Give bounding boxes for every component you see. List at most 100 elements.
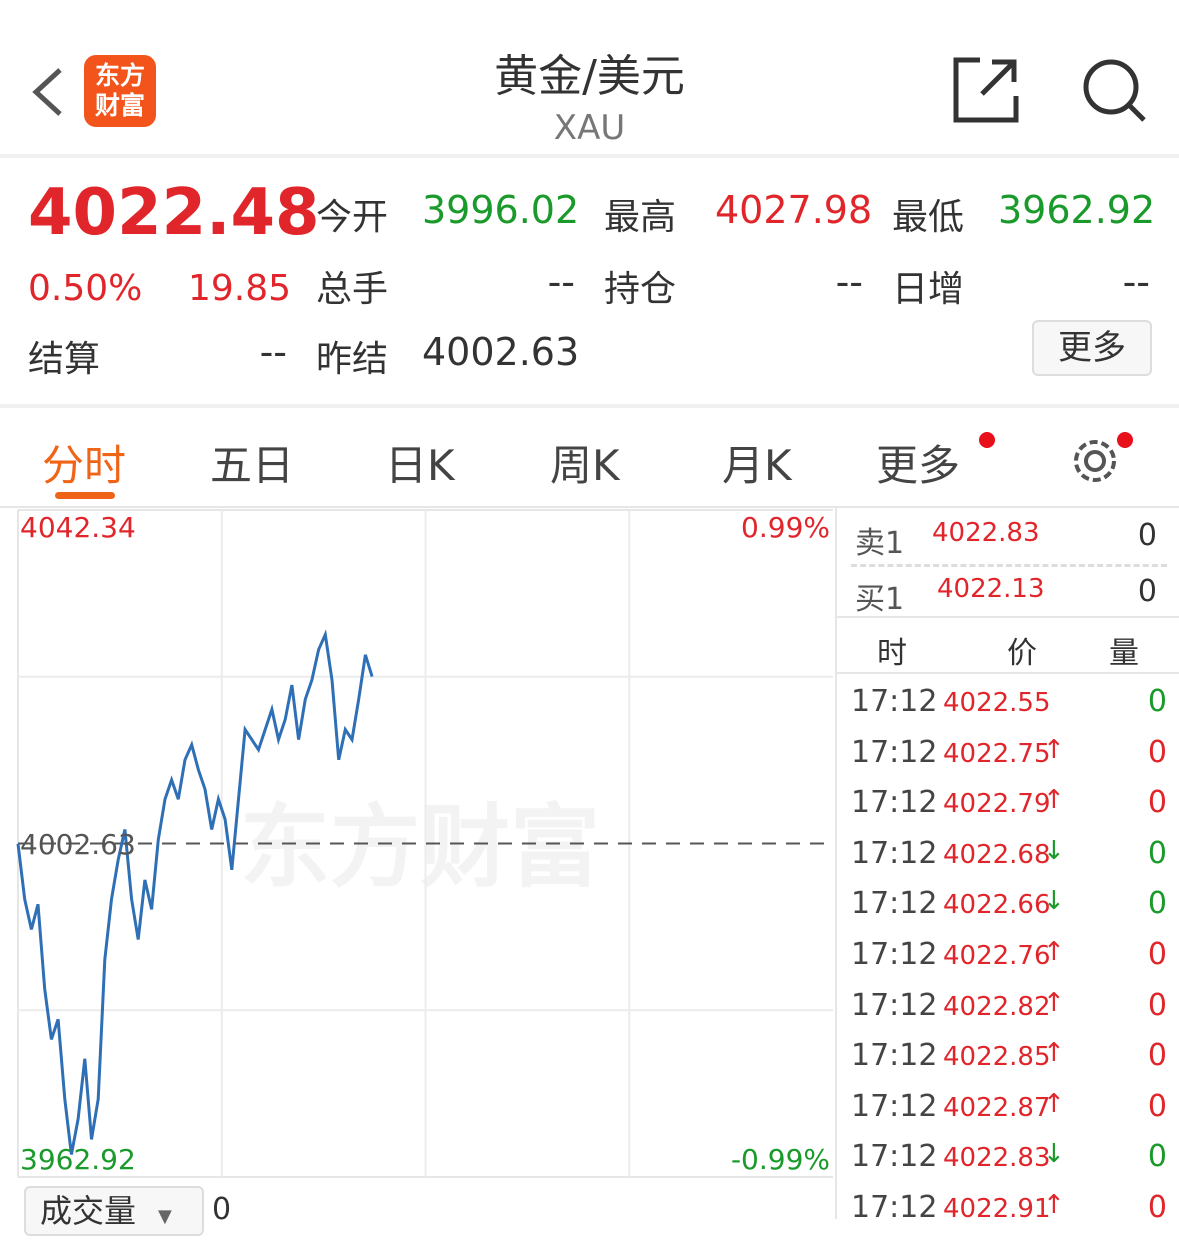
active-tab-indicator [55, 492, 115, 499]
arrow-up-icon: ↑ [1043, 937, 1065, 967]
tab-month-k[interactable]: 月K [722, 441, 792, 490]
tab-five-day[interactable]: 五日 [210, 441, 295, 490]
field-label: 昨结 [316, 339, 389, 380]
field-value: -- [1122, 260, 1150, 304]
tick-row: 17:12 4022.76 ↑ 0 [837, 933, 1179, 983]
dropdown-icon: ▼ [158, 1206, 172, 1227]
change-value: 19.85 [188, 268, 292, 309]
settings-icon[interactable] [1068, 434, 1122, 488]
sell1-price: 4022.83 [932, 518, 1040, 548]
more-button[interactable]: 更多 [1032, 320, 1152, 376]
tick-price: 4022.82 [943, 991, 1051, 1022]
back-icon[interactable] [30, 66, 66, 118]
field-value: 4027.98 [715, 188, 873, 232]
sell1-label: 卖1 [855, 526, 905, 561]
tab-more[interactable]: 更多 [876, 441, 961, 490]
field-label: 结算 [28, 339, 101, 380]
tick-price: 4022.75 [943, 738, 1051, 769]
tick-time: 17:12 [851, 785, 938, 821]
tick-price: 4022.83 [943, 1143, 1051, 1174]
arrow-up-icon: ↑ [1043, 1190, 1065, 1220]
order-panel: 卖1 4022.83 0 买1 4022.13 0 时 价 量 17:12 40… [835, 508, 1179, 1225]
search-icon[interactable] [1082, 58, 1148, 124]
intraday-chart: 东方财富 4042.34 4002.63 3962.92 0.99% -0.99… [16, 509, 833, 1178]
tab-week-k[interactable]: 周K [550, 441, 620, 490]
tick-qty: 0 [1147, 1190, 1167, 1225]
tick-qty: 0 [1147, 1139, 1167, 1175]
buy1-qty: 0 [1137, 574, 1157, 609]
volume-value: 0 [212, 1192, 232, 1227]
tick-qty: 0 [1147, 734, 1167, 770]
arrow-up-icon: ↑ [1043, 785, 1065, 816]
tick-price: 4022.91 [943, 1194, 1051, 1224]
field-value: -- [835, 260, 863, 304]
logo: 东方财富 [84, 55, 156, 127]
field-value: 3996.02 [422, 188, 580, 232]
tick-qty: 0 [1147, 886, 1167, 922]
tick-row: 17:12 4022.82 ↑ 0 [837, 984, 1179, 1034]
volume-selector[interactable]: 成交量 ▼ [24, 1186, 204, 1236]
tick-qty: 0 [1147, 835, 1167, 871]
change-pct: 0.50% [28, 268, 143, 309]
share-icon[interactable] [952, 56, 1022, 124]
buy1-label: 买1 [855, 582, 905, 617]
tick-row: 17:12 4022.66 ↓ 0 [837, 882, 1179, 932]
col-price: 价 [1007, 636, 1037, 671]
tick-time: 17:12 [851, 1038, 938, 1074]
tick-time: 17:12 [851, 734, 938, 770]
arrow-up-icon: ↑ [1043, 1038, 1065, 1069]
divider [851, 564, 1167, 567]
field-value: 4002.63 [422, 330, 580, 374]
tick-price: 4022.66 [943, 890, 1051, 921]
tick-price: 4022.85 [943, 1042, 1051, 1073]
notification-dot [979, 432, 995, 448]
chart-tabs: 分时 五日 日K 周K 月K 更多 [0, 404, 1179, 508]
tick-row: 17:12 4022.75 ↑ 0 [837, 731, 1179, 781]
pct-label-bottom: -0.99% [731, 1143, 830, 1176]
tick-price: 4022.87 [943, 1092, 1051, 1123]
tick-time: 17:12 [851, 937, 938, 972]
y-label-mid: 4002.63 [20, 828, 136, 861]
tick-qty: 0 [1147, 1038, 1167, 1074]
tick-qty: 0 [1147, 1088, 1167, 1124]
ticks-header: 时 价 量 [837, 616, 1179, 674]
tick-row: 17:12 4022.55 0 [837, 680, 1179, 730]
field-label: 今开 [316, 197, 389, 238]
tab-intraday[interactable]: 分时 [42, 441, 127, 490]
tick-row: 17:12 4022.91 ↑ 0 [837, 1186, 1179, 1236]
tick-price: 4022.55 [943, 688, 1051, 718]
notification-dot [1117, 432, 1133, 448]
tick-time: 17:12 [851, 987, 938, 1023]
tick-row: 17:12 4022.68 ↓ 0 [837, 832, 1179, 882]
tick-qty: 0 [1147, 684, 1167, 719]
arrow-up-icon: ↑ [1043, 1088, 1065, 1119]
field-label: 最高 [604, 197, 677, 238]
field-label: 日增 [892, 269, 965, 310]
price-line [16, 629, 374, 1155]
tick-qty: 0 [1147, 987, 1167, 1023]
field-value: -- [547, 260, 575, 304]
tick-time: 17:12 [851, 835, 938, 871]
tick-row: 17:12 4022.79 ↑ 0 [837, 781, 1179, 831]
arrow-down-icon: ↓ [1043, 1139, 1065, 1170]
tick-time: 17:12 [851, 684, 938, 719]
col-time: 时 [877, 636, 907, 671]
tick-price: 4022.76 [943, 941, 1051, 971]
field-label: 总手 [316, 269, 389, 310]
field-value: 3962.92 [998, 188, 1156, 232]
arrow-up-icon: ↑ [1043, 734, 1065, 765]
tick-qty: 0 [1147, 785, 1167, 821]
tick-qty: 0 [1147, 937, 1167, 972]
y-label-top: 4042.34 [20, 511, 136, 544]
field-label: 最低 [892, 197, 965, 238]
tick-time: 17:12 [851, 1139, 938, 1175]
volume-selector-label: 成交量 [40, 1192, 137, 1230]
y-label-bottom: 3962.92 [20, 1143, 136, 1176]
pct-label-top: 0.99% [741, 511, 830, 544]
tick-time: 17:12 [851, 1190, 938, 1225]
tick-time: 17:12 [851, 1088, 938, 1124]
tab-day-k[interactable]: 日K [385, 441, 455, 490]
page-title: 黄金/美元 [494, 51, 685, 102]
col-qty: 量 [1109, 636, 1139, 671]
tick-row: 17:12 4022.87 ↑ 0 [837, 1085, 1179, 1135]
